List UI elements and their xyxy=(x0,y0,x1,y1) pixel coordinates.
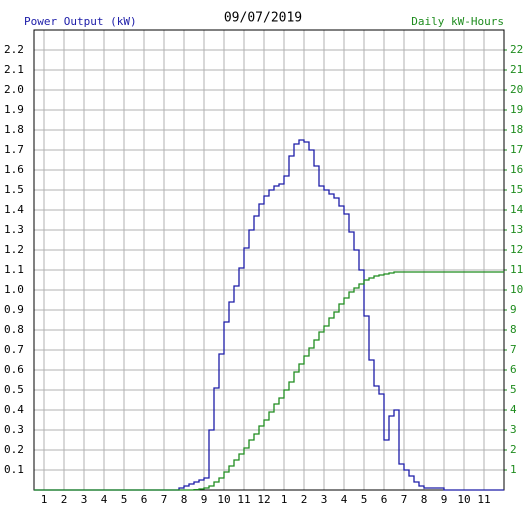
y2-axis-label: Daily kW-Hours xyxy=(411,15,504,28)
y2-tick-label: 19 xyxy=(510,103,523,116)
x-tick-label: 1 xyxy=(281,493,288,506)
y-tick-label: 1.9 xyxy=(4,103,24,116)
y2-tick-label: 15 xyxy=(510,183,523,196)
x-tick-label: 3 xyxy=(321,493,328,506)
x-tick-label: 2 xyxy=(301,493,308,506)
y-tick-label: 0.4 xyxy=(4,403,24,416)
y-tick-label: 1.5 xyxy=(4,183,24,196)
y-tick-label: 1.4 xyxy=(4,203,24,216)
y-tick-label: 0.1 xyxy=(4,463,24,476)
y-tick-label: 0.9 xyxy=(4,303,24,316)
x-tick-label: 11 xyxy=(237,493,250,506)
x-tick-label: 1 xyxy=(41,493,48,506)
x-tick-label: 12 xyxy=(257,493,270,506)
y2-tick-label: 16 xyxy=(510,163,523,176)
y-tick-label: 1.8 xyxy=(4,123,24,136)
y-tick-label: 1.7 xyxy=(4,143,24,156)
x-tick-label: 8 xyxy=(421,493,428,506)
y-tick-label: 0.7 xyxy=(4,343,24,356)
x-tick-label: 6 xyxy=(381,493,388,506)
y-tick-label: 0.8 xyxy=(4,323,24,336)
x-tick-label: 9 xyxy=(201,493,208,506)
y2-tick-label: 20 xyxy=(510,83,523,96)
y-tick-label: 1.1 xyxy=(4,263,24,276)
y2-tick-label: 8 xyxy=(510,323,517,336)
y2-tick-label: 22 xyxy=(510,43,523,56)
y-tick-label: 2.0 xyxy=(4,83,24,96)
y2-tick-label: 21 xyxy=(510,63,523,76)
x-tick-label: 10 xyxy=(217,493,230,506)
plot-frame xyxy=(33,29,505,491)
x-tick-label: 4 xyxy=(101,493,108,506)
x-tick-label: 8 xyxy=(181,493,188,506)
y-tick-label: 0.2 xyxy=(4,443,24,456)
x-tick-label: 10 xyxy=(457,493,470,506)
x-tick-label: 7 xyxy=(161,493,168,506)
y-tick-label: 1.3 xyxy=(4,223,24,236)
x-tick-label: 6 xyxy=(141,493,148,506)
y2-tick-label: 17 xyxy=(510,143,523,156)
data-line xyxy=(34,139,504,491)
y-tick-label: 2.2 xyxy=(4,43,24,56)
x-tick-label: 7 xyxy=(401,493,408,506)
chart-title: 09/07/2019 xyxy=(224,11,302,26)
y2-tick-label: 10 xyxy=(510,283,523,296)
y-tick-label: 0.5 xyxy=(4,383,24,396)
x-tick-label: 9 xyxy=(441,493,448,506)
y2-tick-label: 9 xyxy=(510,303,517,316)
y-axis-label: Power Output (kW) xyxy=(24,15,137,28)
y2-tick-label: 18 xyxy=(510,123,523,136)
y-tick-label: 2.1 xyxy=(4,63,24,76)
y2-tick-label: 7 xyxy=(510,343,517,356)
y2-tick-label: 12 xyxy=(510,243,523,256)
y-tick-label: 1.6 xyxy=(4,163,24,176)
x-tick-label: 11 xyxy=(477,493,490,506)
x-tick-label: 3 xyxy=(81,493,88,506)
y2-tick-label: 4 xyxy=(510,403,517,416)
y2-tick-label: 2 xyxy=(510,443,517,456)
y-tick-label: 0.3 xyxy=(4,423,24,436)
y-tick-label: 1.2 xyxy=(4,243,24,256)
y2-tick-label: 1 xyxy=(510,463,517,476)
y-tick-label: 0.6 xyxy=(4,363,24,376)
y-tick-label: 1.0 xyxy=(4,283,24,296)
x-tick-label: 4 xyxy=(341,493,348,506)
x-tick-label: 5 xyxy=(121,493,128,506)
y2-tick-label: 13 xyxy=(510,223,523,236)
y2-tick-label: 11 xyxy=(510,263,523,276)
data-line xyxy=(34,271,504,491)
y2-tick-label: 14 xyxy=(510,203,524,216)
y2-tick-label: 3 xyxy=(510,423,517,436)
x-tick-label: 2 xyxy=(61,493,68,506)
y2-tick-label: 5 xyxy=(510,383,517,396)
x-tick-label: 5 xyxy=(361,493,368,506)
y2-tick-label: 6 xyxy=(510,363,517,376)
